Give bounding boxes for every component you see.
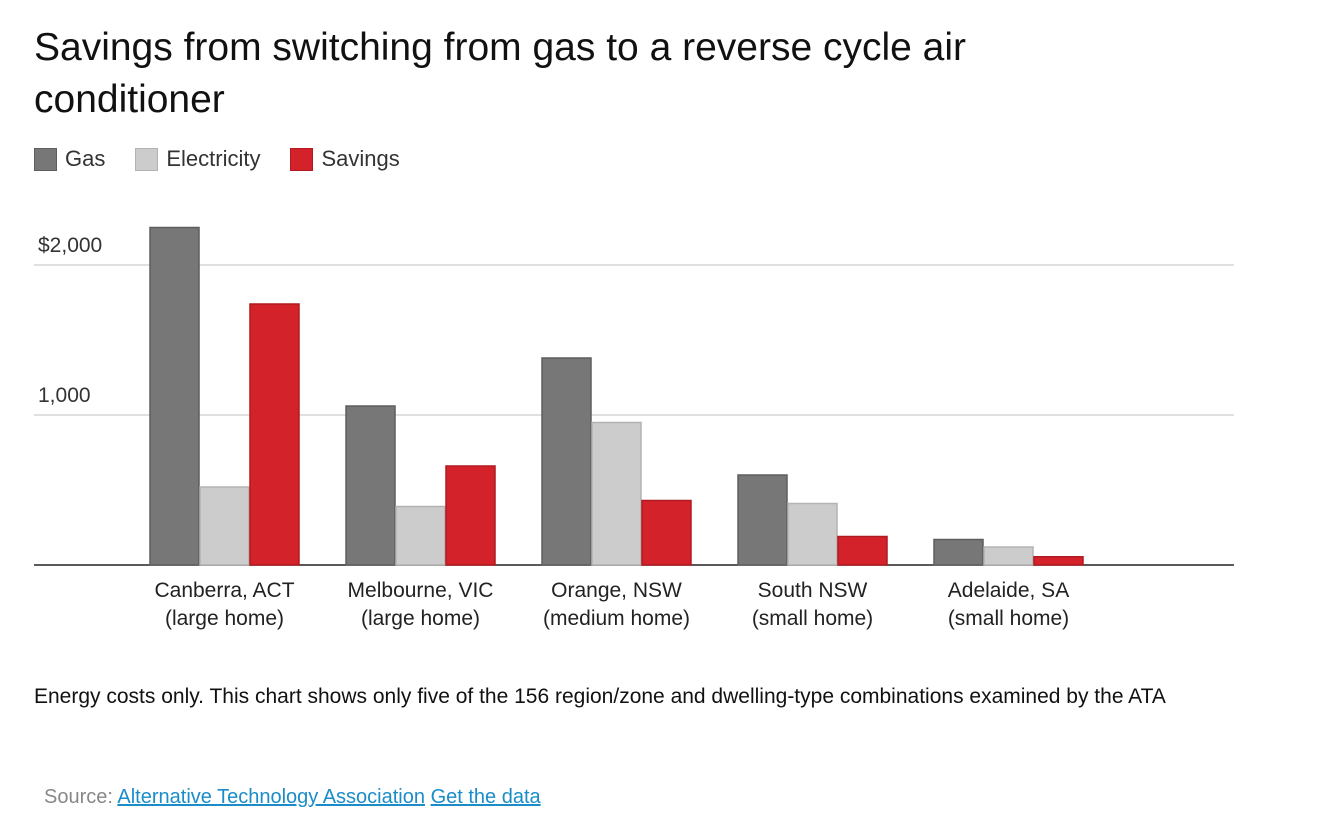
legend-swatch-electricity — [135, 147, 159, 171]
bar-gas-4 — [933, 538, 984, 566]
source-label: Source: — [44, 786, 113, 808]
bar-chart: 1,000 $2,000 Canberra, ACT (large home) Melb… — [34, 226, 1234, 630]
legend-swatch-gas — [34, 147, 57, 171]
bar-electricity-3 — [787, 502, 838, 566]
chart-note: Energy costs only. This chart shows only… — [34, 685, 1166, 708]
bar-savings-4 — [1033, 556, 1084, 566]
bar-gas-1 — [345, 405, 396, 566]
get-data-link[interactable]: Get the data — [430, 786, 541, 808]
bar-gas-0 — [149, 226, 200, 566]
source-link[interactable]: Alternative Technology Association — [117, 786, 425, 808]
chart-title: Savings from switching from gas to a rev… — [34, 26, 967, 121]
legend-swatch-savings — [290, 147, 314, 171]
y-tick-label-0: 1,000 — [38, 384, 91, 407]
bar-gas-3 — [737, 474, 788, 566]
y-tick-label-1: $2,000 — [38, 234, 102, 257]
x-tick-label-4-1: (small home) — [948, 607, 1069, 630]
chart-legend: Gas Electricity Savings — [34, 146, 430, 172]
x-tick-label-0-1: (large home) — [165, 607, 284, 630]
x-tick-label-3-0: South NSW — [758, 579, 868, 602]
x-tick-label-3-1: (small home) — [752, 607, 873, 630]
legend-item-savings: Savings — [290, 146, 400, 172]
legend-item-electricity: Electricity — [135, 146, 260, 172]
bar-savings-0 — [249, 303, 300, 566]
bar-electricity-1 — [395, 505, 446, 566]
legend-item-gas: Gas — [34, 146, 105, 172]
x-tick-label-4-0: Adelaide, SA — [948, 579, 1069, 602]
legend-label-savings: Savings — [321, 146, 400, 171]
bar-electricity-2 — [591, 421, 642, 566]
x-tick-label-0-0: Canberra, ACT — [154, 579, 294, 602]
legend-label-electricity: Electricity — [166, 146, 261, 171]
bar-electricity-4 — [983, 546, 1034, 566]
legend-label-gas: Gas — [65, 146, 106, 171]
x-tick-label-2-0: Orange, NSW — [551, 579, 682, 602]
x-tick-label-2-1: (medium home) — [543, 607, 690, 630]
bar-gas-2 — [541, 357, 592, 566]
bar-savings-3 — [837, 535, 888, 566]
source-line: Source: Alternative Technology Associati… — [44, 786, 541, 809]
x-tick-label-1-1: (large home) — [361, 607, 480, 630]
bar-savings-2 — [641, 499, 692, 566]
bar-savings-1 — [445, 465, 496, 566]
x-tick-label-1-0: Melbourne, VIC — [348, 579, 494, 602]
bar-electricity-0 — [199, 486, 250, 566]
